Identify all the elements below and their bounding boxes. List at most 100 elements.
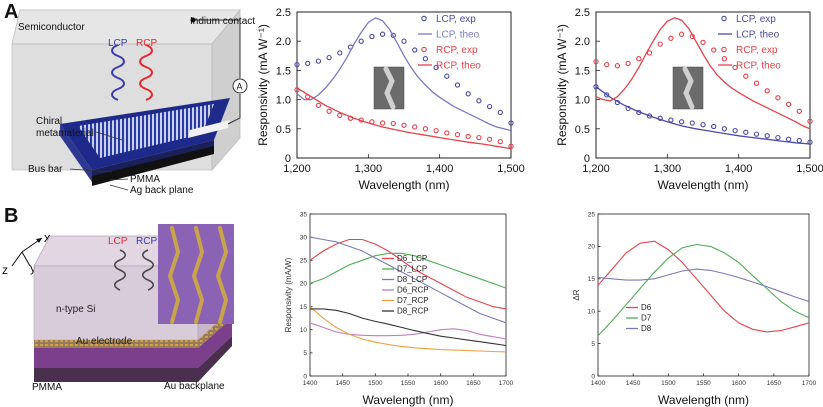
data-point-rcp-exp	[379, 120, 386, 126]
x-tick-label: 1600	[731, 380, 746, 387]
y-tick-label: 2.0	[575, 36, 590, 48]
lcp-helix-b	[114, 249, 126, 291]
sem-nanostructure	[682, 66, 695, 110]
data-point-lcp-exp	[337, 50, 343, 56]
data-point-rcp-exp	[604, 61, 610, 68]
legend-marker	[421, 15, 427, 22]
x-axis-title: Wavelength (nm)	[359, 178, 450, 192]
data-point-rcp-exp	[636, 56, 642, 62]
data-point-rcp-exp	[732, 64, 738, 71]
y-tick-label: 1.0	[276, 95, 291, 107]
legend-label: D6_LCP	[397, 254, 427, 263]
sem-nanostructure	[383, 66, 396, 110]
x-tick-label: 1400	[303, 380, 318, 387]
pmma-leader	[109, 178, 129, 181]
y-axis-title: ΔR	[572, 289, 581, 300]
busbar-leader	[69, 168, 113, 173]
data-point-rcp-exp	[465, 133, 471, 140]
ammeter-label: A	[237, 82, 243, 92]
x-axis-title: Wavelength (nm)	[363, 393, 454, 407]
data-point-lcp-exp	[444, 73, 450, 79]
series-line-rcp-theo	[595, 17, 811, 130]
x-arrowhead-icon	[36, 238, 42, 243]
series-line-d8-lcp	[309, 236, 507, 324]
indium-contact-dot	[190, 17, 196, 23]
legend-marker	[721, 46, 727, 53]
x-axis-title: Wavelength (nm)	[658, 393, 749, 407]
data-point-lcp-exp	[294, 61, 300, 68]
data-point-rcp-exp	[444, 130, 450, 136]
data-point-lcp-exp	[497, 109, 503, 116]
y-tick-label: 1.5	[276, 65, 291, 77]
data-point-lcp-exp	[508, 120, 514, 126]
x-tick-label: 1400	[591, 380, 606, 387]
legend-label: D7	[641, 314, 652, 323]
legend-label: D7_RCP	[397, 296, 429, 305]
data-point-lcp-exp	[305, 60, 311, 67]
data-point-lcp-exp	[678, 119, 685, 125]
data-point-lcp-exp	[422, 56, 429, 62]
y-tick-label: 0	[584, 153, 590, 165]
legend-marker	[721, 15, 727, 22]
x-tick-label: 1,200	[283, 163, 311, 175]
y-tick-label: 2.5	[276, 7, 291, 19]
data-point-lcp-exp	[668, 117, 674, 123]
x-tick-label: 1,400	[426, 163, 454, 175]
x-tick-label: 1500	[368, 380, 383, 387]
data-point-rcp-exp	[721, 56, 728, 62]
y-tick-label: 10	[588, 309, 596, 316]
legend-label: D6_RCP	[397, 286, 429, 295]
legend-label: D7_LCP	[397, 265, 427, 274]
data-point-rcp-exp	[326, 108, 332, 114]
data-point-lcp-exp	[764, 133, 770, 139]
y-tick-label: 1.0	[575, 95, 590, 107]
circuit-wire-top	[193, 19, 241, 78]
y-tick-label: 10	[300, 327, 308, 334]
data-point-rcp-exp	[433, 127, 439, 134]
y-tick-label: 1.5	[575, 65, 590, 77]
busbar-label: Bus bar	[28, 164, 63, 175]
x-tick-label: 1,300	[654, 163, 682, 175]
y-tick-label: 0.5	[575, 124, 590, 136]
legend-marker	[421, 46, 427, 53]
y-tick-label: 0.5	[276, 124, 291, 136]
data-point-rcp-exp	[422, 126, 429, 132]
y-tick-label: 5	[591, 341, 595, 348]
series-line-d6-lcp	[309, 238, 507, 310]
data-point-rcp-exp	[476, 134, 482, 141]
n-type-si-label: n-type Si	[56, 304, 95, 315]
x-tick-label: 1,400	[725, 163, 753, 175]
z-axis-arrow	[11, 251, 23, 267]
series-line-d6-rcp	[309, 322, 507, 340]
y-tick-label: 30	[300, 234, 308, 241]
data-point-lcp-exp	[433, 64, 439, 71]
device-diagram-b: x y z LCP RCP n-type Si Au electrode PMM…	[2, 224, 234, 393]
rcp-label-b: RCP	[136, 236, 157, 247]
data-point-rcp-exp	[711, 47, 717, 53]
legend-label: LCP, theo	[436, 30, 480, 41]
y-axis-label: y	[30, 261, 36, 275]
y-tick-label: 0	[303, 373, 307, 380]
data-point-rcp-exp	[700, 39, 706, 46]
x-tick-label: 1450	[335, 380, 350, 387]
pmma-label-b: PMMA	[32, 382, 62, 393]
y-axis-title: Responsivity (mA W⁻¹)	[555, 24, 569, 146]
data-point-lcp-exp	[753, 131, 760, 137]
y-tick-label: 2.0	[276, 36, 291, 48]
legend-label: LCP, exp	[736, 14, 776, 25]
chiral-metamaterial	[78, 104, 214, 158]
rcp-helix	[139, 44, 153, 101]
x-tick-label: 1500	[661, 380, 676, 387]
data-point-rcp-exp	[454, 131, 461, 138]
lcp-label-b: LCP	[108, 236, 128, 247]
au-electrode-label: Au electrode	[76, 336, 133, 347]
y-tick-label: 35	[300, 211, 308, 218]
data-point-lcp-exp	[326, 54, 332, 61]
plot-frame	[309, 213, 507, 377]
data-point-lcp-exp	[743, 129, 749, 135]
data-point-rcp-exp	[743, 73, 749, 79]
data-point-rcp-exp	[668, 35, 674, 41]
y-axis-title: Responsivity (mA/W)	[284, 257, 293, 332]
data-point-rcp-exp	[775, 95, 781, 101]
